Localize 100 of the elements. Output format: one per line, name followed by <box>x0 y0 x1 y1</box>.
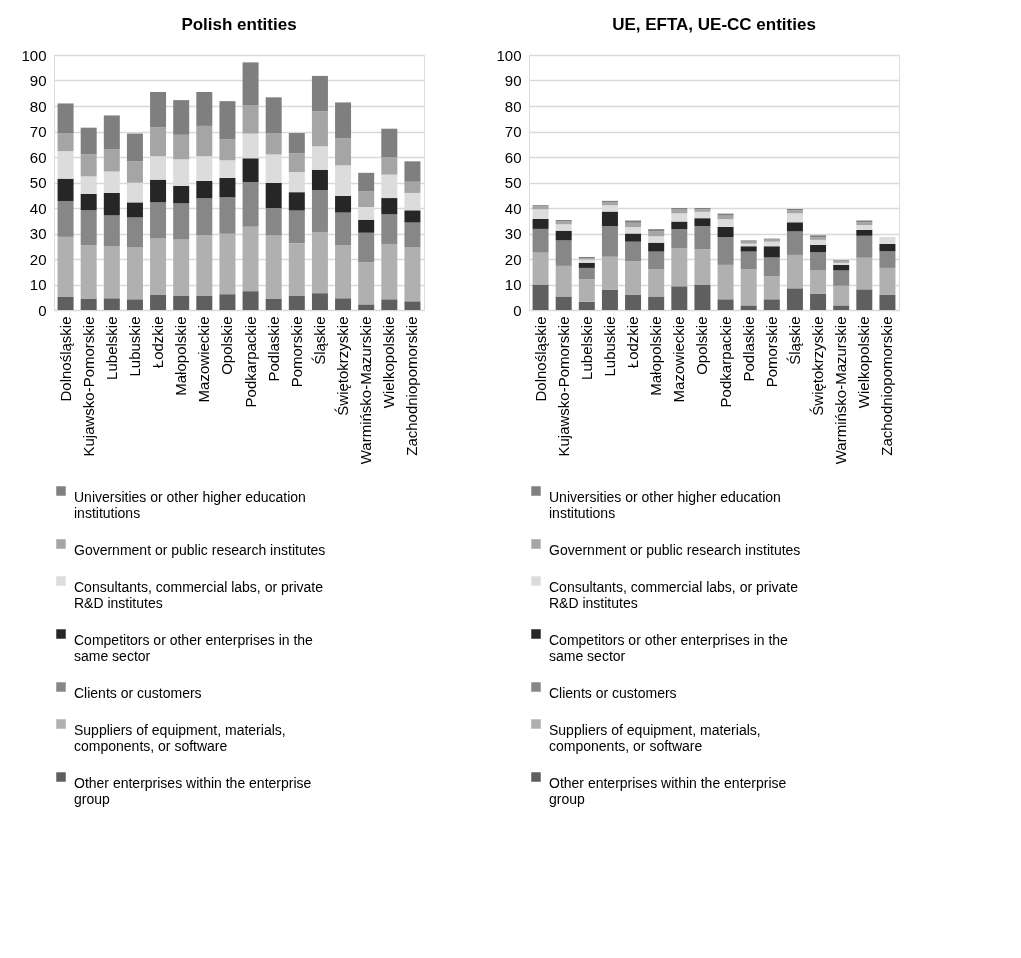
bar <box>879 251 896 268</box>
x-tick-label: Podlaskie <box>264 316 282 382</box>
y-tick-label: 30 <box>504 225 522 242</box>
y-tick-label: 0 <box>38 301 47 319</box>
bar <box>404 301 421 310</box>
x-tick-label: Pomorskie <box>762 316 780 388</box>
legend-label: Government or public research institutes <box>549 542 801 558</box>
bar <box>856 229 873 236</box>
bar <box>786 213 803 223</box>
bar <box>288 243 305 296</box>
bar <box>694 285 711 310</box>
y-tick-label: 40 <box>29 199 47 217</box>
legend-label: Suppliers of equipment, materials, components, or software <box>549 722 761 754</box>
bar <box>694 226 711 250</box>
bar <box>763 257 780 277</box>
bar <box>57 103 74 134</box>
bar <box>717 226 734 238</box>
bar <box>404 222 421 248</box>
bar <box>57 201 74 237</box>
bar <box>786 222 803 232</box>
bar <box>358 219 375 233</box>
bar <box>763 246 780 258</box>
x-tick-label: Pomorskie <box>287 316 305 388</box>
x-tick-label: Podlaskie <box>739 316 757 382</box>
y-tick-label: 10 <box>29 276 47 293</box>
bar <box>173 203 190 240</box>
bar <box>740 246 757 252</box>
bar <box>578 279 595 302</box>
bar <box>740 305 757 310</box>
y-tick-label: 60 <box>29 148 47 166</box>
y-tick-label: 80 <box>29 97 47 115</box>
bar <box>555 240 572 266</box>
bar <box>173 100 190 135</box>
bar <box>717 213 734 216</box>
bar <box>126 299 143 310</box>
x-tick-label: Kujawsko-Pomorskie <box>554 316 572 457</box>
bar <box>196 180 213 199</box>
y-tick-label: 20 <box>504 250 522 268</box>
bar <box>381 128 398 158</box>
y-tick-label: 50 <box>504 174 522 191</box>
bar <box>311 231 328 294</box>
bar <box>311 293 328 310</box>
x-tick-label: Podkarpackie <box>716 316 734 408</box>
bar <box>311 190 328 232</box>
x-tick-label: Lubuskie <box>125 316 143 377</box>
bar <box>219 177 236 198</box>
bar <box>80 193 97 211</box>
legend-label: Government or public research institutes <box>74 542 326 558</box>
x-tick-label: Lubelskie <box>102 316 120 380</box>
bar <box>740 251 757 270</box>
y-tick-label: 90 <box>29 72 47 89</box>
bar <box>126 133 143 162</box>
bar <box>288 210 305 244</box>
bar <box>288 192 305 211</box>
bar <box>381 157 398 175</box>
bar <box>856 289 873 310</box>
x-tick-label: Kujawsko-Pomorskie <box>79 316 97 457</box>
bar <box>404 247 421 302</box>
bar <box>717 219 734 227</box>
x-tick-label: Zachodniopomorskie <box>403 316 421 456</box>
bar <box>555 265 572 297</box>
x-tick-label: Małopolskie <box>647 316 665 396</box>
bar <box>578 262 595 268</box>
bar <box>671 286 688 310</box>
bar <box>625 227 642 234</box>
bar <box>126 247 143 300</box>
bar <box>242 158 259 182</box>
bar <box>80 210 97 245</box>
bar <box>219 160 236 178</box>
legend-label: Universities or other higher education institutions <box>549 489 781 521</box>
bar <box>80 244 97 299</box>
bar <box>879 243 896 252</box>
bar <box>103 149 120 172</box>
bar <box>381 299 398 310</box>
x-tick-label: Małopolskie <box>172 316 190 396</box>
bar <box>833 270 850 286</box>
legend-label: Clients or customers <box>74 685 202 701</box>
x-tick-label: Świętokrzyskie <box>809 316 827 416</box>
bar <box>763 299 780 310</box>
bar <box>717 264 734 300</box>
x-tick-label: Opolskie <box>693 316 711 375</box>
bar <box>879 294 896 310</box>
x-tick-label: Podkarpackie <box>241 316 259 408</box>
bar <box>625 220 642 223</box>
bar <box>150 238 167 295</box>
bar <box>57 236 74 297</box>
bar <box>242 104 259 134</box>
x-tick-label: Dolnośląskie <box>56 316 74 402</box>
bar <box>694 218 711 227</box>
bar <box>80 298 97 310</box>
bar <box>265 97 282 134</box>
bar <box>242 181 259 227</box>
bar <box>57 297 74 310</box>
bar <box>601 226 618 257</box>
bar <box>578 301 595 310</box>
x-tick-label: Śląskie <box>310 316 328 365</box>
y-tick-label: 30 <box>29 225 47 242</box>
bar <box>648 269 665 297</box>
bar <box>288 295 305 310</box>
bar <box>404 210 421 223</box>
